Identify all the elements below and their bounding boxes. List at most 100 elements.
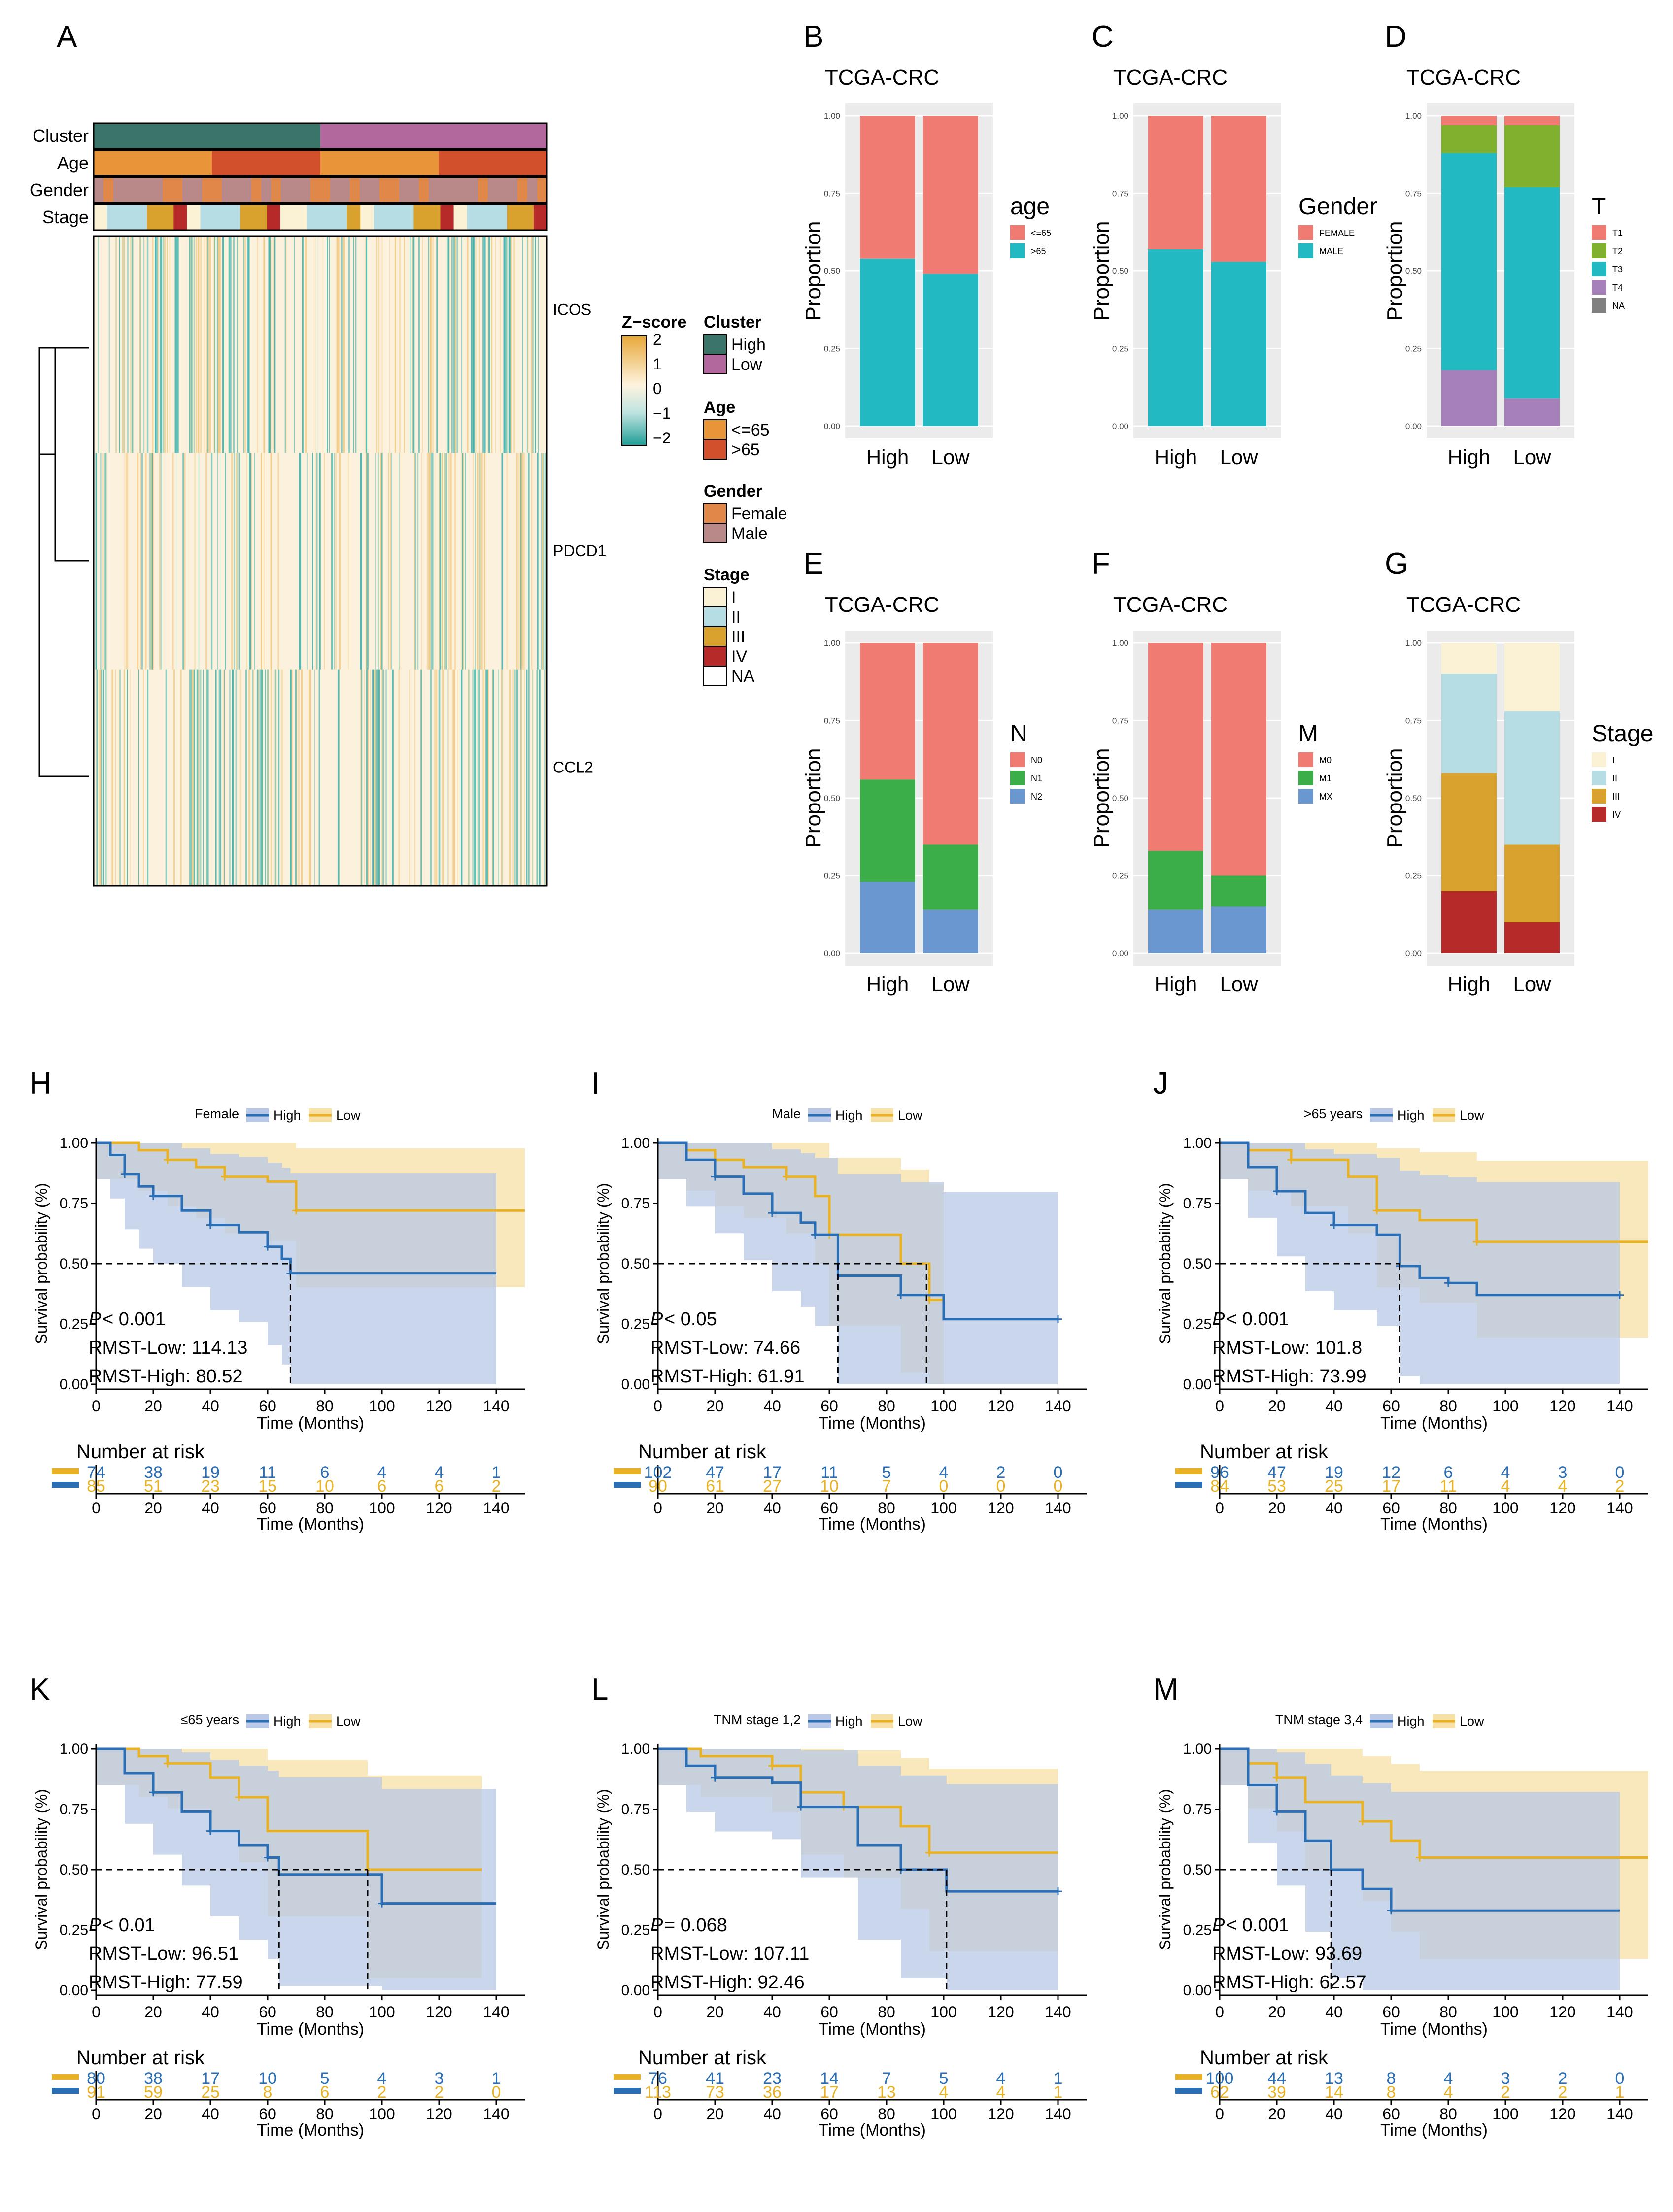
panel-letter-A: A (57, 20, 77, 54)
risk-count-high: 44 (1267, 2069, 1286, 2088)
censor-mark (1616, 1291, 1624, 1299)
y-tick-label: 1.00 (1112, 111, 1128, 121)
heatmap-stripe (180, 669, 182, 886)
gender-cell (281, 177, 291, 203)
risk-count-high: 0 (1054, 1463, 1063, 1482)
risk-count-high: 6 (1444, 1463, 1453, 1482)
heatmap-stripe (453, 669, 455, 886)
heatmap-stripe (281, 669, 283, 886)
heatmap-stripe (207, 236, 209, 453)
heatmap-stripe (261, 669, 263, 886)
legend-label: N1 (1031, 773, 1042, 783)
heatmap-stripe (237, 453, 239, 670)
risk-count-low: 4 (996, 2083, 1006, 2102)
gender-cell (468, 177, 478, 203)
annotation-row-border (93, 203, 548, 231)
heatmap-stripe (522, 236, 523, 453)
cluster-cell (360, 123, 370, 149)
risk-strata-high-marker (1175, 2088, 1202, 2094)
legend-swatch-stage (703, 606, 727, 627)
heatmap-stripe (218, 236, 220, 453)
risk-count-low: 62 (1210, 2083, 1229, 2102)
heatmap-stripe (256, 669, 258, 886)
legend-label: I (1612, 755, 1615, 765)
gender-cell (143, 177, 153, 203)
legend-label: NA (1612, 301, 1625, 311)
heatmap-stripe (295, 669, 297, 886)
legend-swatch-stage (703, 587, 727, 607)
annotation-row-border (93, 149, 548, 177)
legend-swatch (1010, 225, 1025, 240)
censor-mark (164, 1759, 171, 1768)
gender-cell (330, 177, 341, 203)
risk-count-low: 61 (706, 1477, 724, 1496)
risk-x-tick-label: 20 (144, 2105, 162, 2123)
risk-count-high: 38 (144, 1463, 163, 1482)
legend-label: IV (1612, 810, 1621, 820)
heatmap-stripe (143, 669, 144, 886)
y-tick-label: 0.75 (1112, 189, 1128, 199)
heatmap-stripe (532, 236, 534, 453)
legend-label: N2 (1031, 792, 1042, 802)
gender-cell (370, 177, 380, 203)
age-cell (478, 150, 488, 176)
heatmap-stripe (130, 236, 132, 453)
bar-segment-T1 (1504, 116, 1560, 125)
heatmap-stripe (420, 669, 422, 886)
gene-label-PDCD1: PDCD1 (553, 542, 606, 560)
cluster-cell (192, 123, 203, 149)
risk-count-low: 59 (144, 2083, 163, 2102)
heatmap-stripe (265, 669, 266, 886)
risk-x-tick-label: 100 (369, 2105, 395, 2123)
x-axis-label: Time (Months) (257, 1414, 364, 1433)
heatmap-stripe (450, 453, 452, 670)
p-value: < 0.001 (102, 1309, 166, 1330)
zscore-tick: 2 (653, 331, 662, 348)
risk-x-tick-label: 100 (930, 2105, 956, 2123)
censor-mark (1416, 1853, 1424, 1862)
gender-cell (113, 177, 124, 203)
risk-count-low: 0 (492, 2083, 501, 2102)
heatmap-stripe (190, 669, 192, 886)
heatmap-stripe (143, 236, 144, 453)
gene-label-ICOS: ICOS (553, 301, 591, 319)
heatmap-stripe (139, 236, 140, 453)
legend-swatch (1592, 807, 1606, 822)
risk-count-high: 102 (644, 1463, 672, 1482)
cluster-cell (103, 123, 114, 149)
risk-x-tick-label: 80 (316, 1499, 334, 1517)
heatmap-stripe (184, 453, 185, 670)
cluster-cell (232, 123, 242, 149)
heatmap-stripe (383, 669, 384, 886)
heatmap-stripe (484, 236, 486, 453)
bar-segment-MX (1148, 909, 1203, 953)
legend-title-stage: Stage (704, 566, 750, 584)
heatmap-stripe (467, 669, 469, 886)
heatmap-stripe (141, 453, 143, 670)
y-axis-label: Survival probability (%) (1156, 1789, 1174, 1950)
zscore-title: Z−score (622, 313, 686, 332)
heatmap-stripe (233, 236, 235, 453)
legend-swatch (1010, 771, 1025, 785)
bar-segment-<=65 (860, 116, 915, 259)
gender-cell (133, 177, 143, 203)
age-cell (458, 150, 469, 176)
y-axis-label: Proportion (1383, 221, 1407, 321)
y-tick-label: 0.75 (824, 716, 840, 726)
heatmap-stripe (119, 236, 120, 453)
heatmap-stripe (312, 453, 313, 670)
y-tick-label: 1.00 (824, 638, 840, 648)
risk-count-high: 4 (435, 1463, 444, 1482)
risk-count-high: 17 (201, 2069, 220, 2088)
heatmap-stripe (453, 669, 454, 886)
x-tick-label: High (1155, 972, 1197, 996)
legend-high-label: High (835, 1108, 863, 1123)
heatmap-stripe (535, 236, 536, 453)
y-tick-label: 0.25 (621, 1316, 650, 1333)
heatmap-stripe (193, 669, 195, 886)
cluster-cell (153, 123, 163, 149)
risk-x-tick-label: 80 (878, 2105, 895, 2123)
heatmap-stripe (537, 453, 538, 670)
